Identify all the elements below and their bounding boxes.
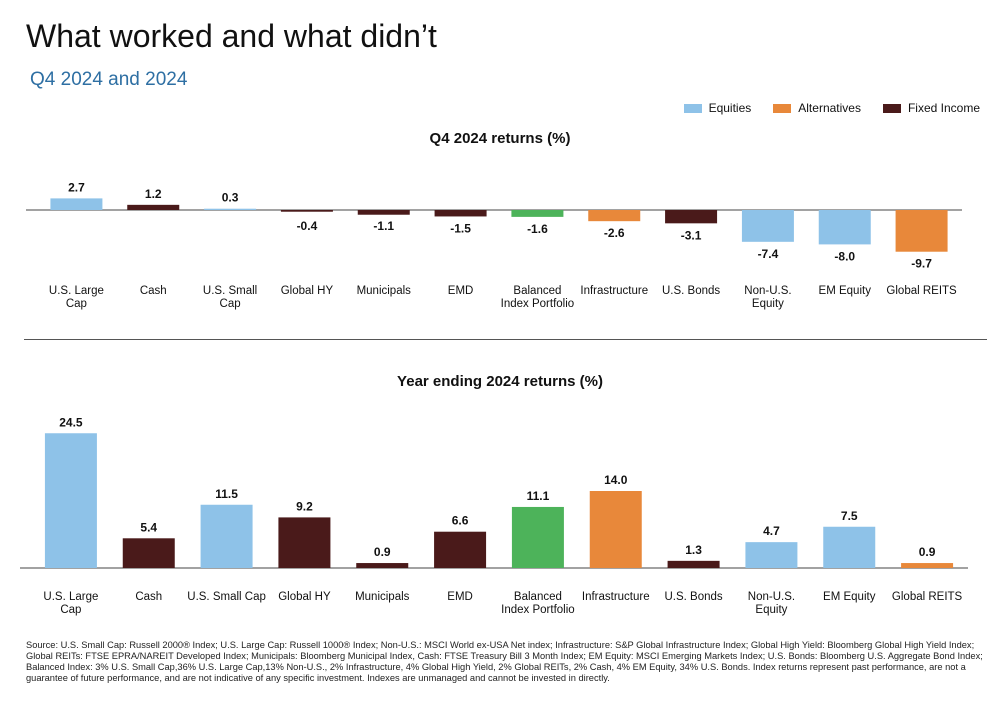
- value-label: 14.0: [604, 473, 628, 487]
- chart-title: Q4 2024 returns (%): [430, 130, 571, 147]
- value-label: 0.3: [222, 191, 239, 205]
- legend-item-alternatives: Alternatives: [773, 101, 861, 115]
- year-returns-chart: Year ending 2024 returns (%) 24.5 U.S. Lar…: [20, 373, 968, 616]
- q4-returns-chart: Q4 2024 returns (%)2.7U.S. LargeCap1.2Ca…: [26, 130, 962, 310]
- legend-swatch-alternatives: [773, 103, 792, 113]
- category-label: Index Portfolio: [501, 298, 575, 310]
- legend-swatch-equities: [683, 103, 702, 113]
- legend-label-equities: Equities: [708, 101, 752, 115]
- value-label: 0.9: [374, 545, 391, 559]
- bar-3: [278, 517, 331, 568]
- category-label: Infrastructure: [582, 591, 650, 603]
- category-label: Equity: [752, 298, 784, 310]
- page-subtitle: Q4 2024 and 2024: [30, 69, 188, 90]
- category-label: Cap: [60, 604, 81, 616]
- bar-1: [127, 204, 180, 210]
- bar-11: [901, 563, 954, 568]
- section-divider: [24, 339, 987, 340]
- bar-4: [357, 210, 410, 215]
- bar-0: [44, 433, 97, 568]
- category-label: Cash: [135, 591, 162, 603]
- category-label: Global HY: [278, 591, 331, 603]
- bar-1: [122, 538, 175, 568]
- category-label: EMD: [448, 285, 474, 297]
- value-label: 7.5: [841, 509, 858, 523]
- category-label: Balanced: [513, 285, 561, 297]
- category-label: Cap: [220, 298, 241, 310]
- bar-9: [745, 542, 798, 568]
- value-label: 11.5: [215, 487, 238, 501]
- value-label: 0.9: [919, 545, 936, 559]
- bar-6: [511, 506, 564, 568]
- category-label: U.S. Bonds: [662, 285, 720, 297]
- value-label: -9.7: [911, 257, 932, 271]
- value-label: 11.1: [527, 489, 550, 503]
- category-label: EM Equity: [823, 591, 876, 603]
- source-footnote: Source: U.S. Small Cap: Russell 2000® In…: [26, 640, 983, 683]
- value-label: -8.0: [834, 249, 855, 263]
- bar-0: [50, 198, 103, 210]
- category-label: Balanced: [514, 591, 562, 603]
- bar-3: [280, 210, 333, 212]
- chart-title: Year ending 2024 returns (%): [397, 373, 603, 390]
- category-label: Equity: [755, 604, 787, 616]
- value-label: 9.2: [296, 499, 313, 513]
- category-label: Index Portfolio: [501, 604, 575, 616]
- value-label: -1.6: [527, 222, 548, 236]
- legend-item-equities: Equities: [683, 101, 752, 115]
- value-label: 4.7: [763, 524, 780, 538]
- category-label: Cap: [66, 298, 87, 310]
- bar-5: [434, 210, 487, 217]
- category-label: EM Equity: [819, 285, 872, 297]
- value-label: -2.6: [604, 226, 625, 240]
- category-label: U.S. Large: [49, 285, 104, 297]
- page-title: What worked and what didn’t: [26, 18, 437, 54]
- bar-11: [895, 210, 948, 252]
- bar-2: [204, 208, 257, 210]
- category-label: Cash: [140, 285, 167, 297]
- legend-label-alternatives: Alternatives: [798, 101, 861, 115]
- value-label: 6.6: [452, 514, 469, 528]
- bar-6: [511, 210, 564, 217]
- category-label: Municipals: [357, 285, 412, 297]
- category-label: Infrastructure: [580, 285, 648, 297]
- bar-8: [667, 560, 720, 568]
- bar-10: [818, 210, 871, 245]
- value-label: -1.5: [450, 221, 471, 235]
- bar-10: [823, 526, 876, 568]
- legend-label-fixed-income: Fixed Income: [907, 101, 980, 115]
- category-label: U.S. Bonds: [664, 591, 722, 603]
- bar-4: [356, 563, 409, 568]
- value-label: 24.5: [59, 415, 83, 429]
- category-label: EMD: [447, 591, 473, 603]
- value-label: -7.4: [758, 247, 779, 261]
- category-label: Non-U.S.: [744, 285, 791, 297]
- category-label: Global REITS: [892, 591, 963, 603]
- legend: Equities Alternatives Fixed Income: [683, 101, 980, 115]
- value-label: -0.4: [297, 219, 318, 233]
- category-label: U.S. Large: [43, 591, 98, 603]
- value-label: 1.3: [685, 543, 702, 557]
- bar-9: [741, 210, 794, 242]
- category-label: Global HY: [281, 285, 334, 297]
- bar-7: [589, 491, 642, 568]
- bar-8: [665, 210, 718, 224]
- value-label: -3.1: [681, 228, 702, 242]
- legend-item-fixed-income: Fixed Income: [882, 101, 980, 115]
- value-label: 5.4: [140, 520, 157, 534]
- bar-2: [200, 504, 253, 568]
- category-label: Municipals: [355, 591, 410, 603]
- value-label: -1.1: [373, 219, 394, 233]
- category-label: Non-U.S.: [748, 591, 795, 603]
- bar-5: [434, 531, 487, 568]
- category-label: U.S. Small Cap: [187, 591, 266, 603]
- category-label: Global REITS: [886, 285, 957, 297]
- value-label: 1.2: [145, 187, 162, 201]
- legend-swatch-fixed-income: [882, 103, 901, 113]
- bar-7: [588, 210, 641, 222]
- category-label: U.S. Small: [203, 285, 257, 297]
- value-label: 2.7: [68, 180, 85, 194]
